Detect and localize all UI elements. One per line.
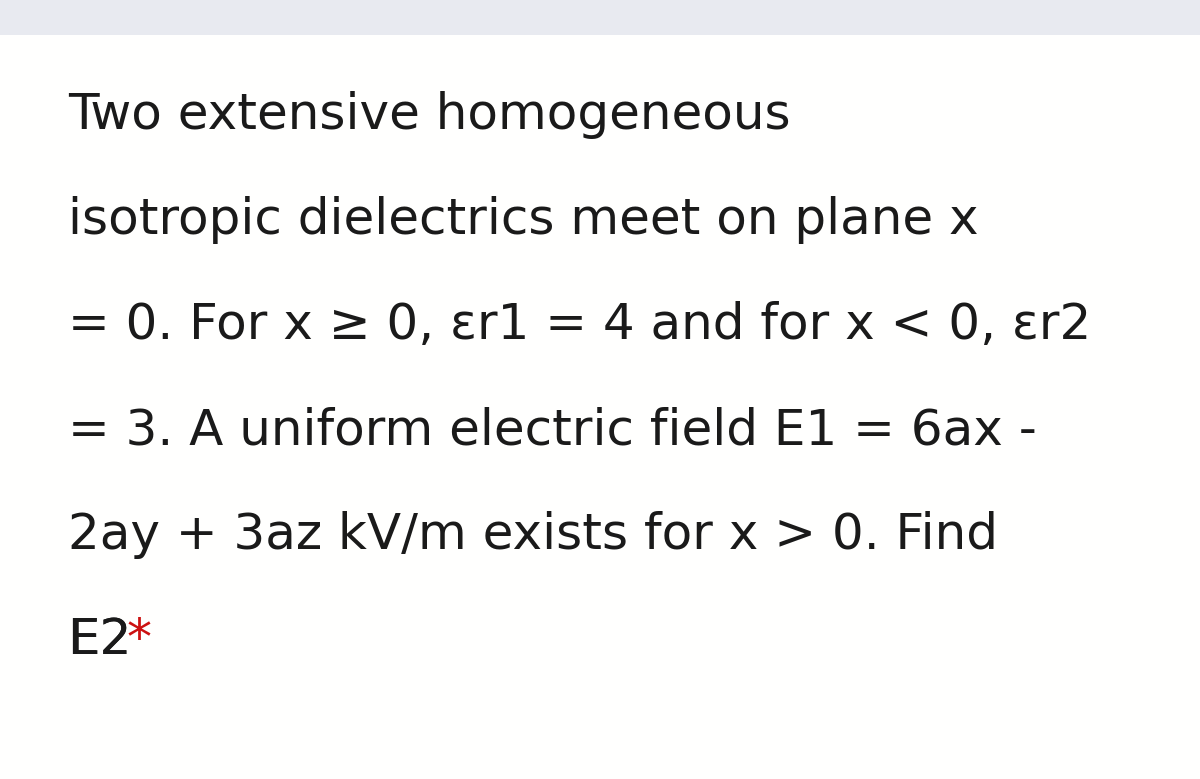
- Text: 2ay + 3az kV/m exists for x > 0. Find: 2ay + 3az kV/m exists for x > 0. Find: [68, 511, 998, 559]
- Bar: [0, 0, 1200, 35]
- Text: = 0. For x ≥ 0, εr1 = 4 and for x < 0, εr2: = 0. For x ≥ 0, εr1 = 4 and for x < 0, ε…: [68, 301, 1091, 349]
- Text: = 3. A uniform electric field E1 = 6ax -: = 3. A uniform electric field E1 = 6ax -: [68, 406, 1037, 454]
- Text: E2 *: E2 *: [68, 616, 173, 664]
- Text: Two extensive homogeneous: Two extensive homogeneous: [68, 91, 791, 139]
- Text: E2: E2: [68, 616, 131, 664]
- Text: *: *: [126, 616, 151, 664]
- Text: E2: E2: [68, 616, 148, 664]
- Text: isotropic dielectrics meet on plane x: isotropic dielectrics meet on plane x: [68, 196, 979, 244]
